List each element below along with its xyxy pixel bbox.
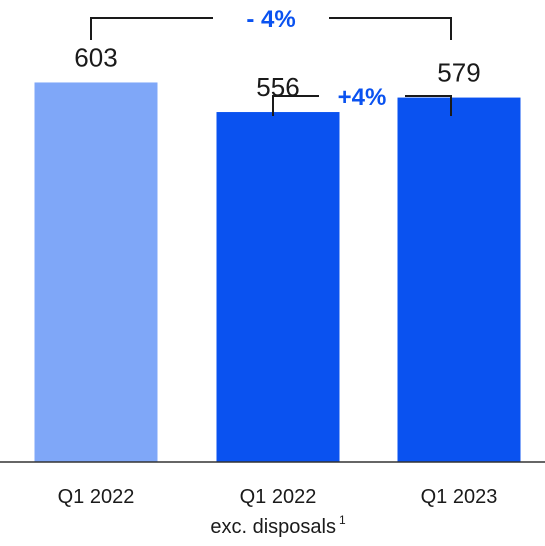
change-label-1: - 4% bbox=[246, 6, 295, 33]
bar-3 bbox=[397, 97, 521, 462]
x-tick-label-1: Q1 2022 bbox=[58, 486, 135, 508]
change-label-2: +4% bbox=[338, 84, 387, 111]
bar-1 bbox=[34, 82, 158, 462]
x-tick-label-3: Q1 2023 bbox=[421, 486, 498, 508]
bar-2 bbox=[216, 112, 340, 462]
x-tick-sublabel-2: exc. disposals 1 bbox=[210, 513, 346, 538]
value-label-3: 579 bbox=[437, 58, 480, 88]
value-label-2: 556 bbox=[256, 72, 299, 102]
x-tick-label-2: Q1 2022 bbox=[240, 486, 317, 508]
change-bracket-2 bbox=[272, 95, 452, 116]
value-label-1: 603 bbox=[74, 42, 117, 72]
change-bracket-1 bbox=[90, 17, 452, 40]
